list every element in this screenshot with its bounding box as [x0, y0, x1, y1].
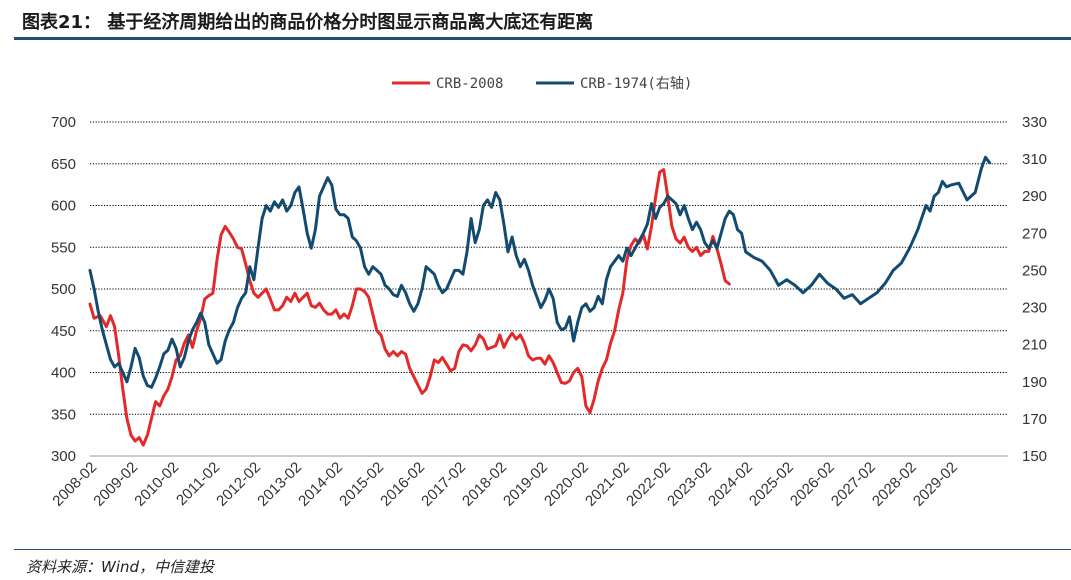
- x-tick-label: 2017-02: [418, 459, 469, 510]
- y-left-tick-label: 300: [51, 448, 76, 465]
- y-right-tick-label: 310: [1022, 151, 1047, 168]
- x-axis-ticks: 2008-022009-022010-022011-022012-022013-…: [49, 459, 961, 510]
- y-left-tick-label: 350: [51, 406, 76, 423]
- y-left-tick-label: 500: [51, 281, 76, 298]
- gridlines: [90, 121, 1008, 457]
- x-tick-label: 2026-02: [787, 459, 838, 510]
- series-line-crb-2008: [88, 168, 731, 447]
- source-note: 资料来源：Wind，中信建投: [26, 558, 215, 576]
- y-left-tick-label: 700: [51, 114, 76, 131]
- x-tick-label: 2012-02: [213, 459, 264, 510]
- series-line-crb-1974: [88, 155, 992, 389]
- y-right-tick-label: 330: [1022, 114, 1047, 131]
- x-tick-label: 2009-02: [90, 459, 141, 510]
- y-left-tick-label: 650: [51, 156, 76, 173]
- x-tick-label: 2014-02: [295, 459, 346, 510]
- y-right-tick-label: 190: [1022, 374, 1047, 391]
- x-tick-label: 2027-02: [828, 459, 879, 510]
- x-tick-label: 2015-02: [336, 459, 387, 510]
- x-tick-label: 2013-02: [254, 459, 305, 510]
- right-axis-ticks: 150 170 190 210 230 250 270 290 310 330: [1022, 114, 1047, 465]
- y-right-tick-label: 270: [1022, 225, 1047, 242]
- y-left-tick-label: 400: [51, 365, 76, 382]
- title-rule: [14, 37, 1071, 40]
- x-tick-label: 2020-02: [541, 459, 592, 510]
- x-tick-label: 2008-02: [49, 459, 100, 510]
- x-tick-label: 2018-02: [459, 459, 510, 510]
- y-right-tick-label: 210: [1022, 337, 1047, 354]
- x-tick-label: 2024-02: [705, 459, 756, 510]
- x-tick-label: 2029-02: [910, 459, 961, 510]
- y-right-tick-label: 230: [1022, 300, 1047, 317]
- x-tick-label: 2010-02: [131, 459, 182, 510]
- left-axis-ticks: 300 350 400 450 500 550 600 650 700: [51, 114, 76, 465]
- x-tick-label: 2028-02: [869, 459, 920, 510]
- source-rule: [14, 549, 1071, 550]
- y-left-tick-label: 450: [51, 323, 76, 340]
- x-tick-label: 2016-02: [377, 459, 428, 510]
- chart-title: 图表21： 基于经济周期给出的商品价格分时图显示商品离大底还有距离: [22, 12, 594, 33]
- y-right-tick-label: 250: [1022, 262, 1047, 279]
- x-tick-label: 2021-02: [582, 459, 633, 510]
- legend: CRB-2008 CRB-1974(右轴): [392, 76, 692, 92]
- y-left-tick-label: 600: [51, 198, 76, 215]
- x-tick-label: 2023-02: [664, 459, 715, 510]
- y-right-tick-label: 170: [1022, 411, 1047, 428]
- series-lines: [88, 155, 992, 447]
- line-chart: CRB-2008 CRB-1974(右轴) 300 350 400 450 500 550…: [49, 76, 1047, 510]
- x-tick-label: 2022-02: [623, 459, 674, 510]
- y-right-tick-label: 290: [1022, 188, 1047, 205]
- legend-label-crb-1974: CRB-1974(右轴): [580, 76, 692, 92]
- y-left-tick-label: 550: [51, 239, 76, 256]
- x-tick-label: 2025-02: [746, 459, 797, 510]
- y-right-tick-label: 150: [1022, 448, 1047, 465]
- x-tick-label: 2019-02: [500, 459, 551, 510]
- legend-label-crb-2008: CRB-2008: [436, 76, 503, 92]
